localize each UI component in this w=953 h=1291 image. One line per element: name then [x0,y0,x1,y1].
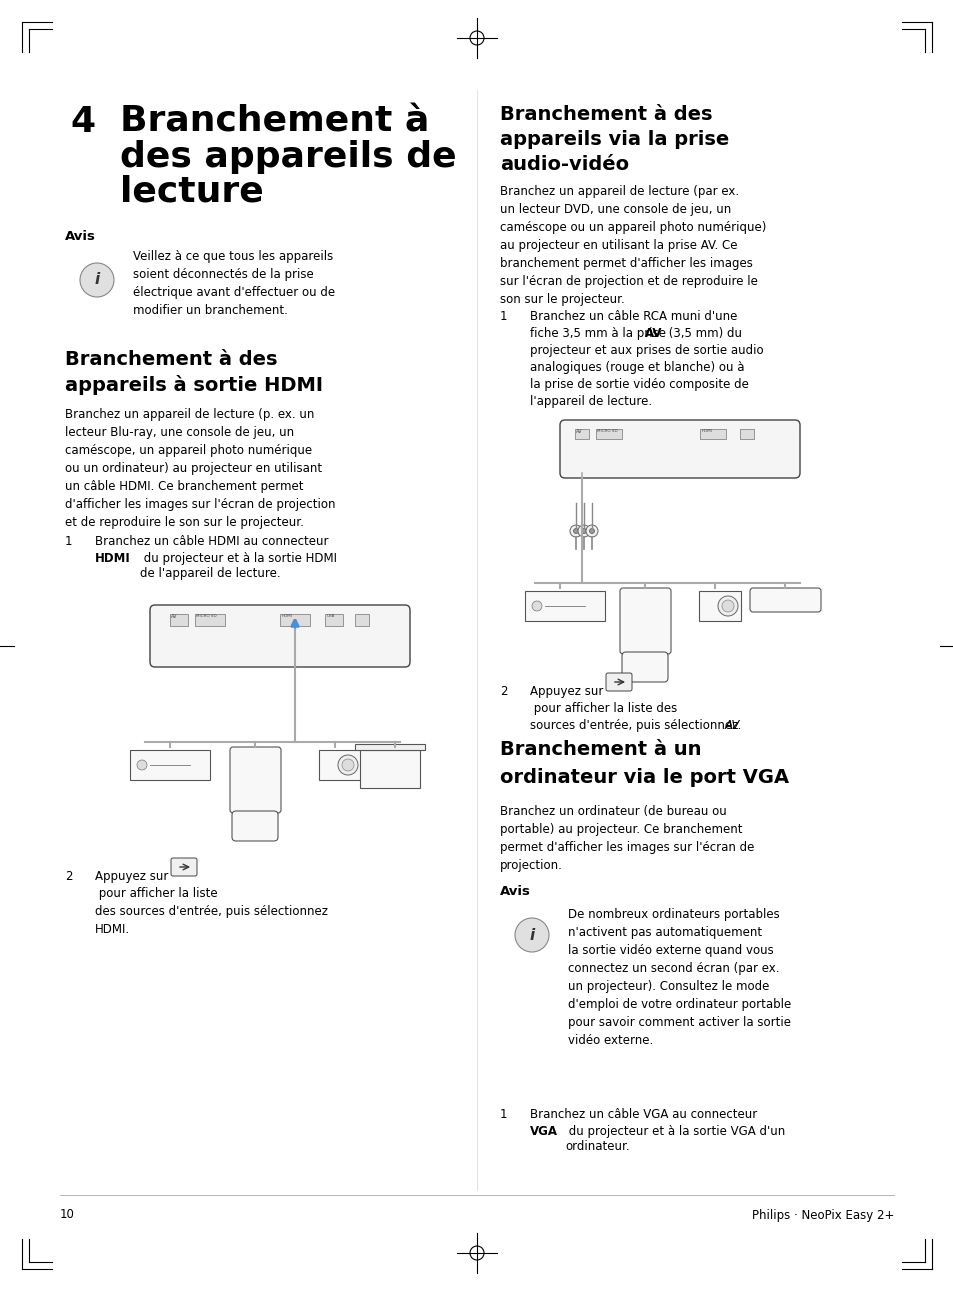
Text: Veillez à ce que tous les appareils
soient déconnectés de la prise
électrique av: Veillez à ce que tous les appareils soie… [132,250,335,318]
Text: l'appareil de lecture.: l'appareil de lecture. [530,395,652,408]
FancyBboxPatch shape [230,747,281,813]
Text: projecteur et aux prises de sortie audio: projecteur et aux prises de sortie audio [530,343,762,358]
Circle shape [573,528,578,533]
Text: pour afficher la liste
des sources d'entrée, puis sélectionnez
HDMI.: pour afficher la liste des sources d'ent… [95,887,328,936]
Text: Appuyez sur: Appuyez sur [530,686,602,698]
Text: MICRO SD: MICRO SD [195,615,216,618]
Text: i: i [94,272,99,288]
Circle shape [581,528,586,533]
Text: HDMI: HDMI [282,615,293,618]
FancyBboxPatch shape [559,420,800,478]
FancyBboxPatch shape [619,587,670,655]
Text: HDMI: HDMI [95,553,131,565]
Circle shape [341,759,354,771]
Text: fiche 3,5 mm à la prise: fiche 3,5 mm à la prise [530,327,669,340]
Text: Philips · NeoPix Easy 2+: Philips · NeoPix Easy 2+ [751,1208,893,1221]
Text: AV: AV [644,327,661,340]
Text: MICRO SD: MICRO SD [597,429,617,432]
Bar [170,615,188,626]
FancyBboxPatch shape [749,587,821,612]
Text: Branchement à des: Branchement à des [65,350,277,369]
Text: (3,5 mm) du: (3,5 mm) du [664,327,741,340]
Text: i: i [529,927,534,942]
Text: appareils via la prise: appareils via la prise [499,130,728,148]
FancyBboxPatch shape [171,859,196,877]
Text: ordinateur via le port VGA: ordinateur via le port VGA [499,768,788,788]
Circle shape [585,525,598,537]
Bar [359,750,419,788]
Ellipse shape [515,918,548,951]
Bar [194,615,225,626]
Text: Branchez un ordinateur (de bureau ou
portable) au projecteur. Ce branchement
per: Branchez un ordinateur (de bureau ou por… [499,806,754,871]
Bar [325,615,343,626]
Text: du projecteur et à la sortie VGA d'un
ordinateur.: du projecteur et à la sortie VGA d'un or… [564,1124,784,1153]
FancyBboxPatch shape [621,652,667,682]
Text: USB: USB [327,615,335,618]
Circle shape [569,525,581,537]
Text: Branchez un câble HDMI au connecteur: Branchez un câble HDMI au connecteur [95,534,328,547]
Text: AV: AV [171,615,177,618]
Text: du projecteur et à la sortie HDMI
de l'appareil de lecture.: du projecteur et à la sortie HDMI de l'a… [140,553,336,580]
Text: 1: 1 [499,310,507,323]
Circle shape [137,760,147,769]
Text: Branchement à des: Branchement à des [499,105,712,124]
Circle shape [578,525,589,537]
Circle shape [721,600,733,612]
Text: VGA: VGA [530,1124,558,1137]
FancyBboxPatch shape [150,605,410,667]
Text: Branchez un appareil de lecture (par ex.
un lecteur DVD, une console de jeu, un
: Branchez un appareil de lecture (par ex.… [499,185,765,306]
Text: Branchement à un: Branchement à un [499,740,700,759]
Text: Branchez un câble RCA muni d'une: Branchez un câble RCA muni d'une [530,310,737,323]
Text: analogiques (rouge et blanche) ou à: analogiques (rouge et blanche) ou à [530,361,743,374]
Text: Appuyez sur: Appuyez sur [95,870,168,883]
Ellipse shape [80,263,113,297]
Bar [700,429,725,439]
Text: pour afficher la liste des: pour afficher la liste des [530,702,677,715]
Text: audio-vidéo: audio-vidéo [499,155,628,174]
Text: De nombreux ordinateurs portables
n'activent pas automatiquement
la sortie vidéo: De nombreux ordinateurs portables n'acti… [567,908,790,1047]
Bar [130,750,210,780]
Text: 2: 2 [65,870,72,883]
Text: Branchement à: Branchement à [120,105,429,139]
Circle shape [589,528,594,533]
FancyBboxPatch shape [605,673,631,691]
Text: HDMI: HDMI [701,429,712,432]
Text: lecture: lecture [120,176,263,209]
Text: 10: 10 [60,1208,74,1221]
Text: Avis: Avis [65,230,95,243]
Text: des appareils de: des appareils de [120,139,456,174]
Bar [575,429,588,439]
Text: Avis: Avis [499,886,530,899]
Bar [524,591,604,621]
Bar [596,429,621,439]
Circle shape [337,755,357,775]
Text: AV: AV [576,429,582,434]
Bar [740,429,753,439]
Text: la prise de sortie vidéo composite de: la prise de sortie vidéo composite de [530,378,748,391]
Text: AV.: AV. [724,719,742,732]
Text: 1: 1 [499,1108,507,1121]
Circle shape [532,602,541,611]
Circle shape [718,596,738,616]
Text: Branchez un appareil de lecture (p. ex. un
lecteur Blu-ray, une console de jeu, : Branchez un appareil de lecture (p. ex. … [65,408,335,529]
Bar [355,615,369,626]
Text: 1: 1 [65,534,72,547]
Bar [355,744,424,750]
Text: appareils à sortie HDMI: appareils à sortie HDMI [65,374,323,395]
Bar [699,591,740,621]
Text: sources d'entrée, puis sélectionnez: sources d'entrée, puis sélectionnez [530,719,741,732]
Bar [318,750,360,780]
FancyBboxPatch shape [232,811,277,840]
Text: 4: 4 [70,105,95,139]
Bar [280,615,310,626]
Text: Branchez un câble VGA au connecteur: Branchez un câble VGA au connecteur [530,1108,757,1121]
Text: 2: 2 [499,686,507,698]
